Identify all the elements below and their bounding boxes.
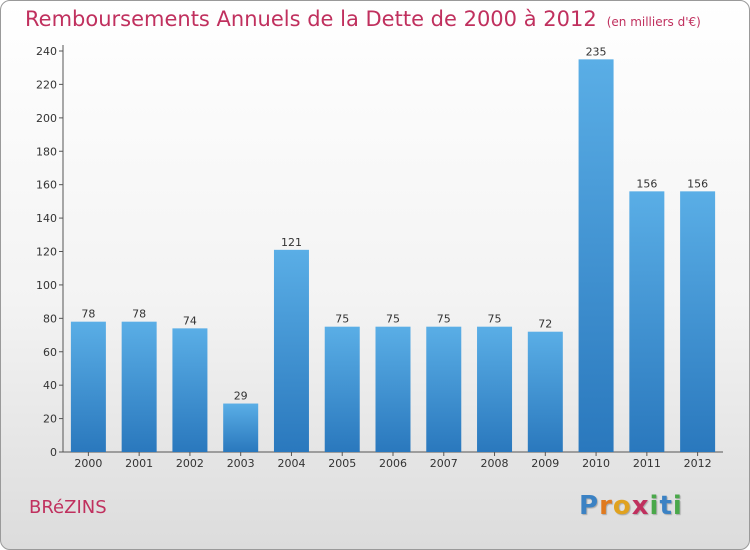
logo-letter: o — [612, 491, 632, 521]
bar-value-label: 75 — [386, 313, 400, 326]
x-tick-label: 2007 — [430, 457, 458, 470]
bar-value-label: 156 — [687, 177, 708, 190]
bar — [172, 328, 208, 452]
x-tick-label: 2010 — [582, 457, 610, 470]
logo-letter: P — [579, 491, 600, 521]
bar-value-label: 74 — [183, 314, 197, 327]
bar — [121, 321, 157, 452]
subtitle-text: (en milliers d'€) — [606, 15, 701, 29]
y-tick-label: 60 — [43, 346, 57, 359]
bar-value-label: 75 — [437, 313, 451, 326]
x-tick-label: 2009 — [531, 457, 559, 470]
logo-letter: i — [649, 491, 660, 521]
y-tick-label: 180 — [36, 145, 57, 158]
bar — [680, 191, 716, 452]
x-tick-label: 2003 — [227, 457, 255, 470]
bar-value-label: 235 — [586, 45, 607, 58]
proxiti-logo: Proxiti — [579, 491, 683, 521]
bar-value-label: 156 — [636, 177, 657, 190]
bar-value-label: 29 — [234, 390, 248, 403]
chart-title: Remboursements Annuels de la Dette de 20… — [25, 7, 701, 31]
x-tick-label: 2008 — [481, 457, 509, 470]
bar — [70, 321, 106, 452]
title-text: Remboursements Annuels de la Dette de 20… — [25, 7, 597, 31]
x-tick-label: 2001 — [125, 457, 153, 470]
bar — [477, 326, 513, 452]
axes: 0 20 40 60 80 100 120 140 160 180 200 220 240 2000 200… — [36, 45, 723, 470]
y-tick-label: 20 — [43, 413, 57, 426]
logo-letter: x — [631, 491, 650, 521]
y-tick-label: 80 — [43, 312, 57, 325]
y-tick-label: 140 — [36, 212, 57, 225]
x-tick-label: 2006 — [379, 457, 407, 470]
place-name: BRéZINS — [29, 497, 107, 518]
bars: 78 78 74 29 121 75 75 75 75 72 235 156 156 — [70, 45, 716, 453]
bar-value-label: 121 — [281, 236, 302, 249]
bar-value-label: 78 — [132, 308, 146, 321]
y-tick-label: 120 — [36, 246, 57, 259]
bar — [324, 326, 360, 452]
y-tick-label: 40 — [43, 379, 57, 392]
bar-value-label: 72 — [538, 318, 552, 331]
y-tick-label: 160 — [36, 179, 57, 192]
y-tick-label: 240 — [36, 45, 57, 58]
x-tick-label: 2000 — [74, 457, 102, 470]
y-tick-label: 0 — [50, 446, 57, 459]
bar — [273, 249, 309, 452]
y-tick-label: 220 — [36, 78, 57, 91]
bar — [527, 331, 563, 452]
logo-letter: t — [659, 491, 673, 521]
bar-value-label: 75 — [488, 313, 502, 326]
bar — [223, 403, 259, 452]
bar-value-label: 78 — [81, 308, 95, 321]
x-tick-label: 2002 — [176, 457, 204, 470]
x-tick-label: 2012 — [684, 457, 712, 470]
x-tick-label: 2005 — [328, 457, 356, 470]
y-tick-label: 100 — [36, 279, 57, 292]
x-tick-label: 2011 — [633, 457, 661, 470]
x-tick-label: 2004 — [277, 457, 305, 470]
bar-value-label: 75 — [335, 313, 349, 326]
bar — [375, 326, 411, 452]
bar — [426, 326, 462, 452]
bar — [578, 59, 614, 453]
bar — [629, 191, 665, 452]
y-tick-label: 200 — [36, 112, 57, 125]
logo-letter: r — [599, 491, 613, 521]
logo-letter: i — [672, 491, 683, 521]
